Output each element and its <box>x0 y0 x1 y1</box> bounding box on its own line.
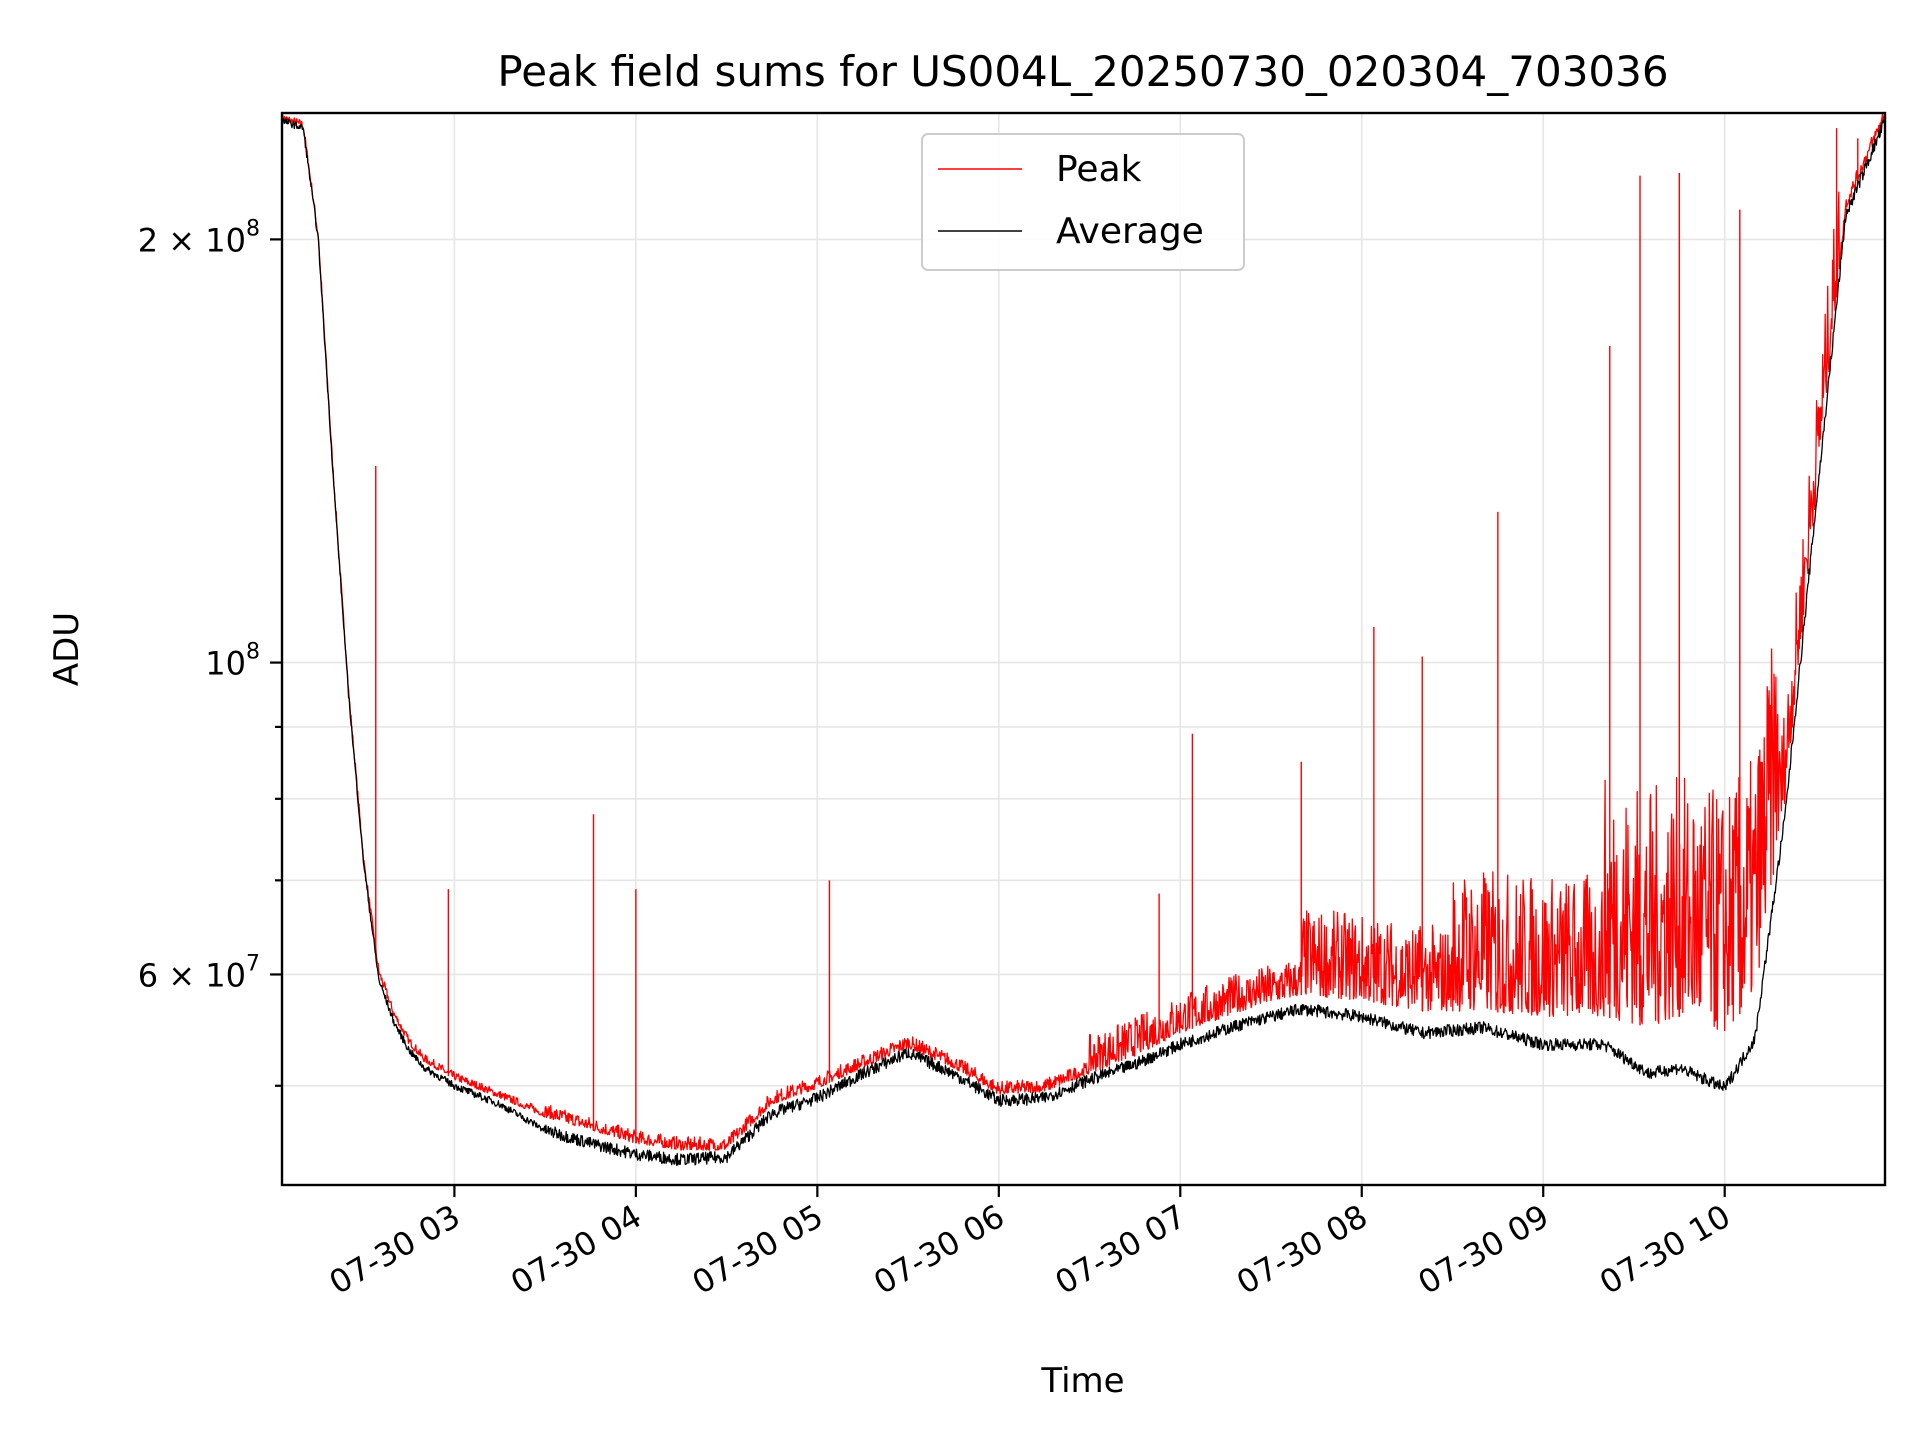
series-line-peak <box>282 113 1885 1151</box>
legend-label-average: Average <box>1056 211 1204 252</box>
x-axis-label: Time <box>1040 1361 1124 1401</box>
y-axis-label: ADU <box>47 612 87 686</box>
series-layer <box>282 113 1885 1166</box>
legend-box <box>921 133 1245 271</box>
chart-title: Peak field sums for US004L_20250730_0203… <box>497 47 1668 96</box>
y-tick-label-2: 2 × 108 <box>138 216 260 259</box>
legend-label-peak: Peak <box>1056 149 1142 190</box>
y-tick-label-0: 6 × 107 <box>138 951 260 994</box>
series-line-average <box>282 117 1885 1166</box>
plot-frame <box>280 111 1887 1187</box>
y-tick-label-1: 108 <box>205 640 260 683</box>
legend: Peak Average <box>921 133 1245 271</box>
y-axis: 6 × 107 108 2 × 108 <box>138 216 282 1087</box>
